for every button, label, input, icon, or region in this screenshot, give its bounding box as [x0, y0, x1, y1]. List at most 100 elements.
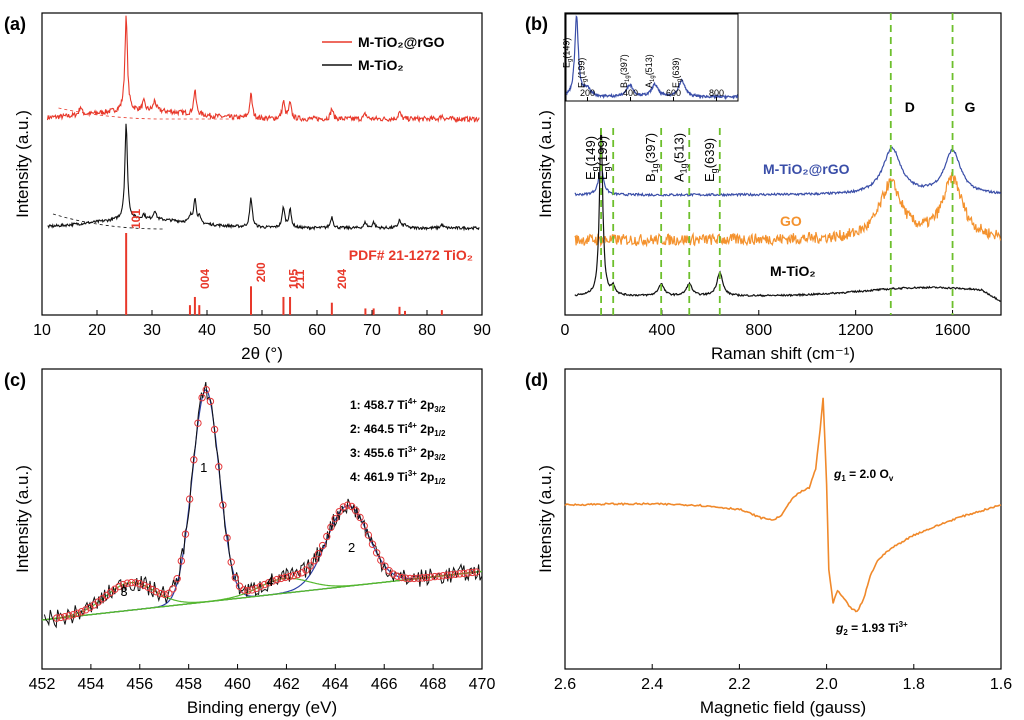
envelope-fit-point [418, 574, 427, 582]
panel-b-frame [564, 12, 1002, 316]
panel-c-x-tick-label: 456 [126, 676, 153, 693]
envelope-fit-point [231, 574, 240, 582]
inset-mode-label-symbol: A [644, 82, 654, 88]
band-label: D [905, 99, 915, 115]
envelope-fit-point [198, 393, 206, 402]
envelope-fit-point [219, 501, 227, 509]
envelope-fit-point [310, 556, 319, 565]
epr-signal-line [564, 397, 1002, 613]
envelope-fit-point [77, 608, 86, 616]
mode-label-symbol: B [643, 173, 658, 182]
inset-series-line [565, 15, 739, 101]
envelope-fit-point [177, 557, 186, 565]
envelope-fit-point [352, 507, 360, 515]
envelope-fit-point [61, 612, 69, 621]
reference-hkl-label: 200 [254, 262, 268, 282]
envelope-fit-point [136, 580, 144, 588]
inset-x-tick-label: 600 [666, 88, 681, 98]
envelope-fit-point [464, 569, 472, 577]
reference-hkl-label: 211 [293, 269, 307, 289]
panel-b-x-tick-label: 1600 [935, 322, 971, 339]
legend-orbital: 2p [417, 446, 434, 460]
envelope-fit-point [356, 513, 364, 522]
envelope-fit-point [281, 573, 289, 582]
panel-c-x-tick-label: 454 [78, 676, 105, 693]
envelope-fit-point [169, 585, 177, 593]
panel-c-x-tick-label: 462 [273, 676, 300, 693]
envelope-fit-point [393, 572, 402, 580]
legend-prefix: 4: 461.9 [350, 470, 397, 484]
legend-prefix: 2: 464.5 [350, 422, 397, 436]
mode-label-symbol: E [702, 173, 717, 182]
panel-b-x-tick-label: 800 [745, 322, 772, 339]
envelope-fit-point [327, 523, 335, 531]
component-legend-entry: 1: 458.7 Ti4+ 2p3/2 [350, 397, 446, 414]
envelope-fit-point [314, 550, 323, 558]
envelope-fit-point [306, 562, 314, 570]
band-label: G [965, 99, 976, 115]
envelope-fit-point [140, 581, 148, 590]
inset-x-tick-label: 800 [709, 88, 724, 98]
series-label-go: GO [780, 213, 802, 229]
envelope-fit-point [244, 587, 252, 595]
envelope-fit-point [260, 580, 269, 589]
inset-mode-label-value: (199) [576, 58, 586, 79]
mode-label-value: (199) [595, 136, 610, 166]
inset-mode-label-subscript: 1g [650, 75, 656, 82]
mode-label-value: (397) [643, 133, 658, 163]
panel-c-x-tick-label: 464 [322, 676, 349, 693]
panel-c-x-tick-label: 468 [420, 676, 447, 693]
legend-subscript: 3/2 [434, 453, 446, 462]
series-line-go [574, 172, 1002, 248]
series-label-mtio2: M-TiO₂ [770, 263, 816, 279]
envelope-fit-point [318, 541, 327, 550]
panel-a-x-tick-label: 80 [418, 322, 436, 339]
reference-hkl-label: 204 [335, 269, 349, 289]
component-legend-entry: 2: 464.5 Ti4+ 2p1/2 [350, 421, 446, 438]
envelope-fit-point [422, 573, 431, 582]
envelope-fit-point [65, 612, 73, 620]
legend-prefix: 1: 458.7 [350, 398, 397, 412]
panel-d-x-axis-label: Magnetic field (gauss) [700, 698, 866, 717]
envelope-fit-point [252, 584, 260, 593]
envelope-fit-point [339, 503, 348, 511]
reference-hkl-label: 101 [129, 209, 143, 229]
panel-d-x-tick-label: 2.4 [641, 676, 663, 693]
component-legend-entry: 4: 461.9 Ti3+ 2p1/2 [350, 469, 446, 486]
reference-hkl-label: 105 [286, 269, 300, 289]
legend-prefix: 3: 455.6 [350, 446, 397, 460]
envelope-fit-point [348, 502, 356, 511]
inset-mode-label-symbol: B [619, 82, 629, 88]
envelope-fit-point [82, 606, 90, 614]
envelope-fit-point [181, 530, 190, 538]
raw-data-line [43, 382, 482, 629]
component-label: 3 [120, 584, 127, 599]
envelope-fit-point [194, 419, 202, 427]
panel-c-frame [41, 368, 483, 670]
panel-d-x-tick-label: 1.6 [990, 676, 1012, 693]
envelope-fit-point [397, 573, 406, 582]
envelope-fit-point [123, 579, 132, 587]
legend-label-mtio2: M-TiO₂ [358, 57, 404, 73]
panel-b-x-tick-label: 0 [561, 322, 570, 339]
envelope-fit-point [235, 582, 244, 590]
panel-d-x-tick-label: 2.0 [815, 676, 837, 693]
inset-mode-label: Eg(199) [576, 58, 588, 88]
component-label: 4 [266, 574, 273, 589]
envelope-fit-point [52, 614, 61, 622]
envelope-fit-point [406, 574, 414, 583]
envelope-fit-point [215, 463, 223, 471]
envelope-fit-point [144, 583, 152, 592]
mode-label: Eg(639) [702, 138, 719, 182]
annotation-g2-charge: 3+ [899, 620, 908, 629]
inset-mode-label: Eg(639) [671, 58, 683, 88]
envelope-fit-point [239, 586, 248, 594]
envelope-fit-point [152, 588, 161, 596]
legend-label-mtio2-rgo: M-TiO₂@rGO [358, 34, 445, 50]
envelope-fit-point [69, 610, 77, 619]
envelope-fit-point [456, 570, 464, 578]
envelope-fit-point [293, 570, 302, 579]
component-legend-entry: 3: 455.6 Ti3+ 2p3/2 [350, 445, 446, 462]
legend-charge: 4+ [408, 397, 417, 406]
